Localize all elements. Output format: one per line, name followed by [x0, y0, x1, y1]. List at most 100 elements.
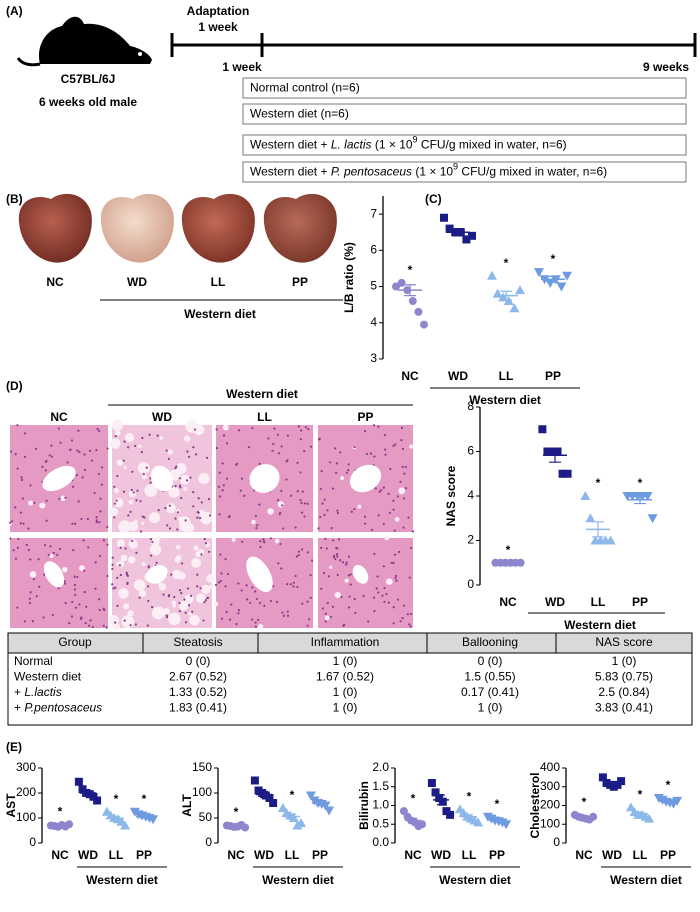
nucleus	[98, 608, 101, 612]
data-point	[598, 773, 607, 782]
significance: *	[408, 263, 413, 277]
nucleus	[112, 587, 115, 590]
nucleus	[255, 597, 258, 601]
x-tick-label: NC	[499, 595, 517, 609]
histology-image	[109, 419, 213, 533]
nucleus	[176, 528, 179, 531]
vacuole	[141, 562, 146, 566]
nucleus	[269, 537, 272, 540]
nucleus	[116, 474, 119, 478]
nucleus	[347, 469, 350, 472]
significance: *	[114, 792, 119, 806]
nucleus	[383, 600, 386, 603]
nucleus	[37, 558, 40, 561]
nucleus	[86, 517, 89, 520]
nucleus	[307, 428, 310, 431]
nucleus	[90, 459, 94, 462]
nucleus	[74, 522, 77, 526]
nucleus	[106, 574, 109, 578]
x-tick-label: LL	[591, 595, 606, 609]
nucleus	[348, 606, 351, 609]
nucleus	[286, 459, 289, 462]
nucleus	[353, 445, 356, 449]
y-tick-label: 300	[16, 760, 36, 774]
y-axis-label: AST	[4, 793, 18, 818]
significance: *	[596, 476, 601, 490]
x-tick-label: PP	[545, 369, 561, 383]
nucleus	[296, 461, 299, 464]
nucleus	[335, 462, 338, 465]
vacuole	[29, 571, 37, 578]
nucleus	[375, 587, 378, 590]
nucleus	[285, 478, 288, 481]
y-axis-label: Cholesterol	[528, 772, 542, 838]
data-point	[538, 425, 547, 434]
nucleus	[402, 604, 406, 607]
nucleus	[273, 427, 276, 430]
timeline-end: 9 weeks	[643, 60, 689, 74]
nucleus	[22, 522, 25, 525]
nucleus	[119, 573, 122, 577]
nucleus	[263, 604, 266, 607]
nucleus	[317, 527, 320, 530]
nucleus	[392, 499, 395, 502]
table-header: NAS score	[595, 635, 653, 649]
nucleus	[321, 607, 324, 610]
vacuole	[28, 500, 34, 506]
table-frame	[7, 632, 693, 726]
nucleus	[122, 490, 126, 493]
y-tick-label: 3	[370, 351, 377, 365]
nucleus	[281, 611, 284, 614]
nucleus	[122, 459, 125, 462]
data-point	[445, 224, 454, 233]
error-bar	[84, 789, 92, 797]
nucleus	[354, 611, 357, 614]
data-point	[265, 794, 274, 802]
nucleus	[129, 624, 132, 627]
nucleus	[392, 606, 395, 609]
nucleus	[286, 610, 289, 613]
vessel	[43, 561, 65, 588]
nucleus	[111, 583, 114, 586]
nucleus	[404, 465, 407, 469]
table-cell: + L.lactis	[14, 685, 62, 699]
adaptation-duration: 1 week	[198, 20, 238, 34]
x-tick-label: NC	[227, 848, 245, 862]
table-cell: 1 (0)	[612, 654, 637, 668]
nucleus	[353, 597, 356, 601]
x-tick-label: WD	[254, 848, 274, 862]
nucleus	[349, 583, 352, 586]
table-cell: 1 (0)	[333, 701, 358, 715]
nucleus	[136, 489, 139, 492]
nucleus	[333, 447, 337, 450]
nucleus	[125, 573, 128, 576]
nucleus	[299, 471, 302, 474]
nucleus	[301, 602, 304, 605]
nucleus	[320, 469, 323, 473]
nucleus	[9, 521, 12, 524]
vacuole	[169, 508, 175, 514]
vacuole	[274, 538, 280, 544]
nucleus	[126, 581, 129, 584]
table-header-bg	[8, 633, 692, 653]
nucleus	[127, 446, 130, 449]
nucleus	[279, 542, 282, 546]
nucleus	[100, 483, 103, 486]
table-cell: 2.67 (0.52)	[169, 670, 227, 684]
nucleus	[168, 504, 171, 507]
nucleus	[215, 428, 218, 431]
nucleus	[58, 497, 61, 500]
nucleus	[180, 591, 183, 595]
x-tick-label: LL	[285, 848, 300, 862]
table-header: Inflammation	[311, 635, 380, 649]
nucleus	[405, 486, 408, 490]
error-bar	[452, 228, 464, 237]
data-point	[548, 447, 557, 456]
nucleus	[331, 605, 335, 608]
nucleus	[277, 452, 281, 455]
nucleus	[56, 553, 59, 556]
nucleus	[217, 485, 221, 488]
nucleus	[106, 543, 109, 546]
nucleus	[219, 579, 222, 583]
vacuole	[124, 432, 135, 443]
